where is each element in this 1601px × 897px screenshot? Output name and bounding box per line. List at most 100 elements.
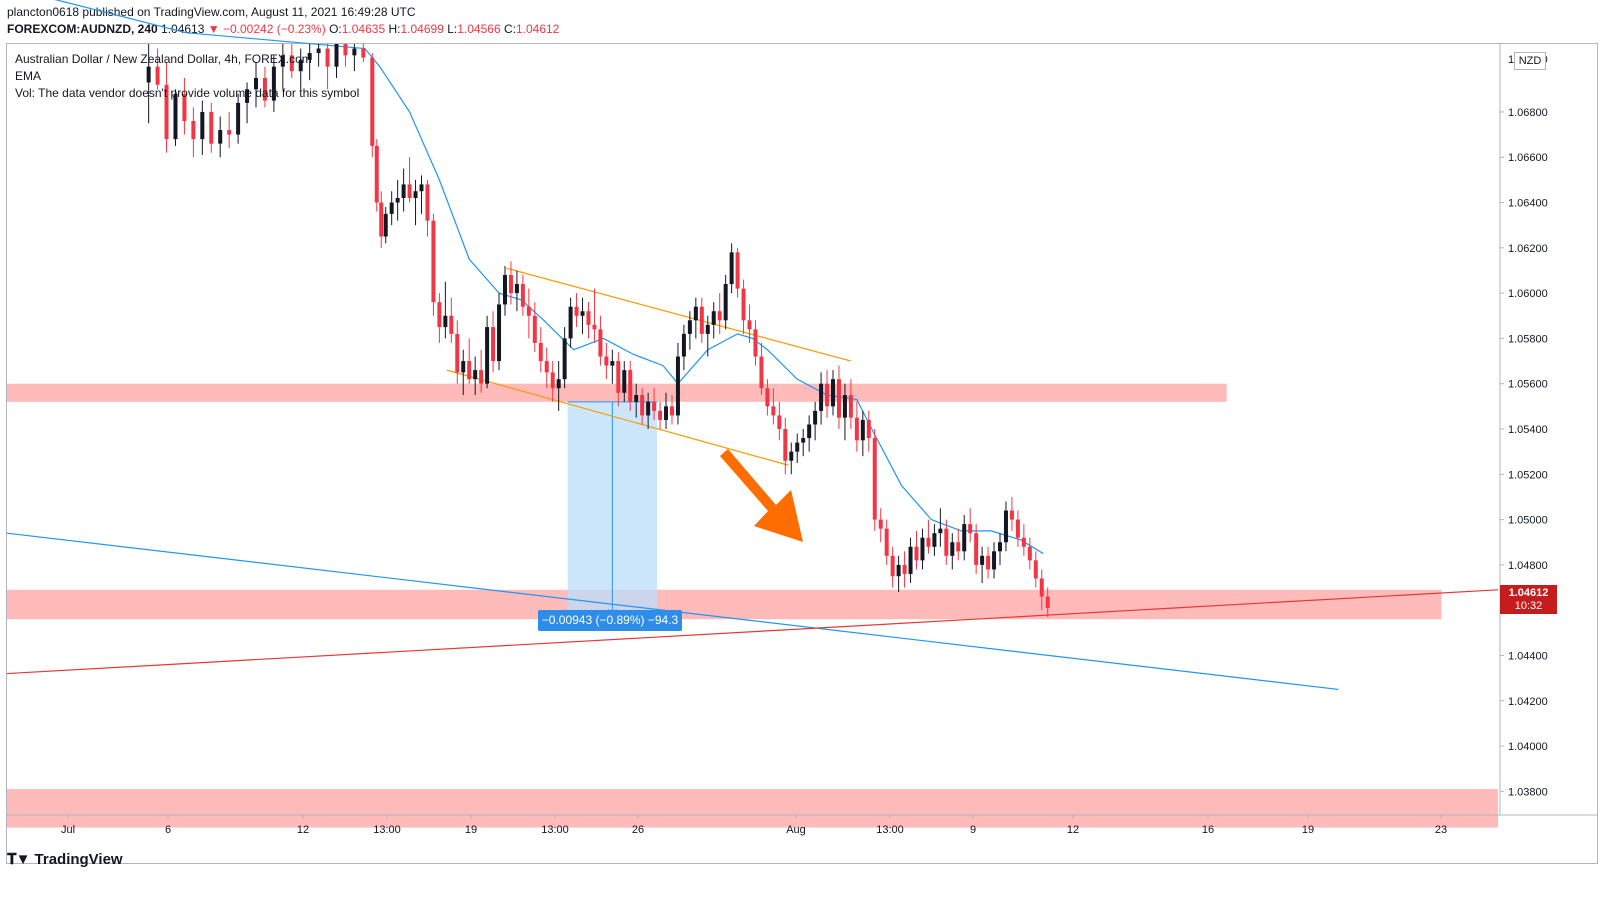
high-value: 1.04699 xyxy=(400,22,444,36)
candle xyxy=(550,361,555,402)
brand-name: TradingView xyxy=(34,851,123,868)
candle xyxy=(455,320,460,384)
change-value: ▼ −0.00242 (−0.23%) xyxy=(207,22,326,36)
price-tick-label: 1.04800 xyxy=(1508,560,1548,572)
candle-body xyxy=(962,524,967,552)
price-tick-label: 1.05200 xyxy=(1508,469,1548,481)
price-tick-label: 1.06400 xyxy=(1508,198,1548,210)
candle xyxy=(479,349,484,393)
candle xyxy=(1033,551,1038,588)
price-tick-label: 1.04400 xyxy=(1508,650,1548,662)
candle xyxy=(316,44,321,67)
time-tick-label: 13:00 xyxy=(541,824,569,836)
candle-body xyxy=(449,315,454,334)
candle-body xyxy=(926,537,931,547)
legend-ema[interactable]: EMA xyxy=(15,69,42,83)
candle-body xyxy=(343,44,348,56)
candle xyxy=(1009,496,1014,531)
candle-body xyxy=(944,528,949,556)
close-value: 1.04612 xyxy=(515,22,560,36)
candle xyxy=(729,243,734,294)
candle-body xyxy=(705,324,710,334)
candle xyxy=(361,44,366,63)
candle-body xyxy=(467,361,472,380)
candle xyxy=(182,77,187,135)
candle-body xyxy=(771,406,776,416)
time-tick-label: 23 xyxy=(1435,824,1447,836)
candle-body xyxy=(842,395,847,418)
candle-body xyxy=(209,111,214,144)
candle-body xyxy=(370,57,375,146)
candle-body xyxy=(872,438,877,520)
candle-body xyxy=(271,66,276,101)
candle xyxy=(741,279,746,334)
candle-body xyxy=(884,528,889,556)
candle xyxy=(467,338,472,384)
candle xyxy=(556,361,561,411)
last-price-tag-value: 1.04612 xyxy=(1508,587,1549,599)
candle-body xyxy=(586,311,591,325)
candle xyxy=(974,524,979,574)
low-value: 1.04566 xyxy=(457,22,501,36)
candle xyxy=(325,44,330,90)
candle-body xyxy=(325,48,330,67)
candle xyxy=(407,157,412,203)
time-tick-label: 26 xyxy=(632,824,644,836)
chart-frame[interactable] xyxy=(6,43,1598,864)
currency-badge[interactable]: NZD xyxy=(1514,52,1546,70)
candle-body xyxy=(562,338,567,380)
tradingview-logo[interactable]: 𝐓▼ TradingView xyxy=(7,851,123,868)
open-label: O: xyxy=(329,22,342,36)
candle-body xyxy=(437,302,442,328)
candle xyxy=(956,528,961,561)
low-label: L: xyxy=(447,22,458,36)
candle-body xyxy=(236,102,241,135)
candle xyxy=(825,370,830,418)
candle-body xyxy=(532,315,537,343)
candle-body xyxy=(1033,560,1038,579)
candle xyxy=(502,265,507,316)
measure-label[interactable]: −0.00943 (−0.89%) −94.3 xyxy=(538,610,682,631)
candle-body xyxy=(352,48,357,56)
legend-volume[interactable]: Vol: The data vendor doesn't provide vol… xyxy=(15,86,360,100)
candle-body xyxy=(992,551,997,570)
symbol-label[interactable]: FOREXCOM:AUDNZD, 240 xyxy=(7,22,158,36)
candle xyxy=(866,410,871,452)
candle-body xyxy=(574,306,579,316)
candle xyxy=(992,542,997,579)
price-tick-label: 1.04200 xyxy=(1508,696,1548,708)
trendline-red xyxy=(6,589,1499,675)
candle xyxy=(962,515,967,561)
candle-body xyxy=(878,519,883,529)
candle-body xyxy=(218,130,223,144)
candle xyxy=(944,519,949,565)
candle xyxy=(262,66,267,108)
candle xyxy=(789,442,794,475)
candle-body xyxy=(765,388,770,407)
candle xyxy=(908,537,913,583)
candle-body xyxy=(801,438,806,443)
candle xyxy=(173,89,178,146)
publisher-line: plancton0618 published on TradingView.co… xyxy=(7,5,416,19)
candle xyxy=(586,302,591,339)
candle xyxy=(848,379,853,429)
candle xyxy=(413,179,418,226)
candle xyxy=(508,261,513,305)
bearish-arrow xyxy=(720,449,803,542)
candle-body xyxy=(628,370,633,402)
candle xyxy=(514,270,519,312)
candle-body xyxy=(298,59,303,72)
candle xyxy=(598,315,603,366)
candle xyxy=(669,395,674,425)
candle xyxy=(801,429,806,457)
legend-symbol[interactable]: Australian Dollar / New Zealand Dollar, … xyxy=(15,52,312,66)
candle xyxy=(544,347,549,389)
candle-body xyxy=(819,383,824,411)
candle xyxy=(807,415,812,452)
candle xyxy=(646,392,651,429)
candle-body xyxy=(652,401,657,411)
candle xyxy=(914,530,919,570)
candle-body xyxy=(520,284,525,307)
candle-body xyxy=(502,275,507,305)
